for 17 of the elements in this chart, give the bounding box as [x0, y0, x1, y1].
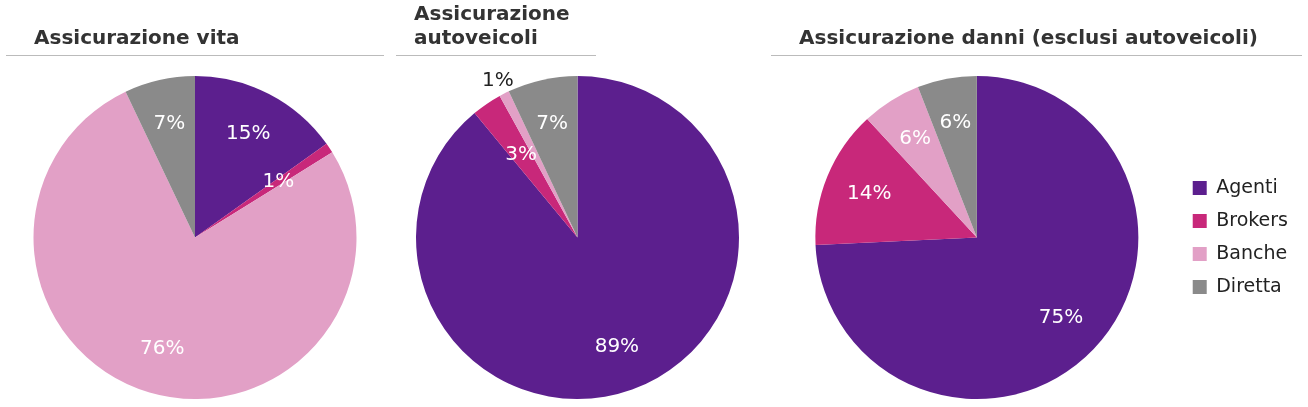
data-label: 75% — [1038, 303, 1084, 328]
data-label: 6% — [939, 109, 972, 134]
legend-label: Diretta — [1216, 273, 1282, 296]
data-label: 1% — [481, 67, 514, 92]
legend-label: Agenti — [1216, 174, 1278, 197]
data-label: 89% — [594, 333, 640, 358]
data-label: 15% — [226, 120, 271, 145]
data-label: 76% — [140, 335, 185, 360]
chart-title: Assicurazione danni (esclusi autoveicoli) — [771, 0, 1302, 56]
legend-label: Banche — [1216, 240, 1288, 263]
chart-title: Assicurazione vita — [6, 0, 384, 56]
data-label: 14% — [847, 179, 892, 204]
data-label: 6% — [899, 125, 931, 150]
chart-title: Assicurazione autoveicoli — [396, 0, 596, 56]
legend-label: Brokers — [1216, 207, 1288, 230]
data-label: 7% — [153, 110, 186, 135]
data-label: 7% — [536, 110, 568, 135]
